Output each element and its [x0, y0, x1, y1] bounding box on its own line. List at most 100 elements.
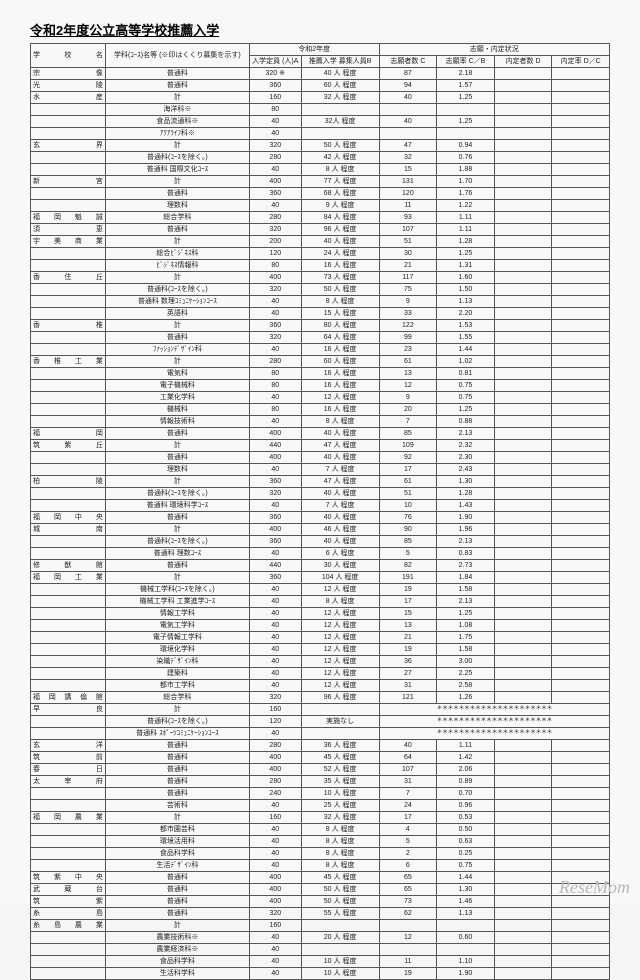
cell-school [31, 116, 106, 128]
cell-rate: 1.44 [437, 344, 495, 356]
cell-applicants: 93 [379, 212, 437, 224]
cell-school [31, 464, 106, 476]
cell-selrate [552, 908, 610, 920]
cell-rate: 1.58 [437, 584, 495, 596]
table-row: 香 住 丘計40073 人 程度1171.60 [31, 272, 610, 284]
cell-selrate [552, 248, 610, 260]
cell-course: 計 [105, 812, 249, 824]
cell-capacity: 40 [249, 836, 301, 848]
table-row: 普通科24010 人 程度70.70 [31, 788, 610, 800]
cell-selrate [552, 128, 610, 140]
cell-selrate [552, 476, 610, 488]
cell-selected [494, 860, 552, 872]
cell-rec: 15 人 程度 [301, 308, 379, 320]
cell-applicants: 85 [379, 536, 437, 548]
cell-selrate [552, 104, 610, 116]
cell-course: 食品科学科 [105, 956, 249, 968]
cell-stars: ＊＊＊＊＊＊＊＊＊＊＊＊＊＊＊＊＊＊＊＊＊ [379, 704, 609, 716]
table-row: 宇 美 商 業計20040 人 程度511.28 [31, 236, 610, 248]
cell-capacity: 280 [249, 740, 301, 752]
cell-rate: 1.25 [437, 404, 495, 416]
cell-school [31, 452, 106, 464]
table-row: 城 南計40046 人 程度901.96 [31, 524, 610, 536]
cell-school [31, 788, 106, 800]
cell-capacity: 280 [249, 776, 301, 788]
cell-rate: 2.13 [437, 536, 495, 548]
cell-rec: 45 人 程度 [301, 872, 379, 884]
cell-course: 普通科 [105, 776, 249, 788]
table-header: 学 校 名 学科(ｺｰｽ)名等 (※印はくくり募集を示す) 令和2年度 志願・内… [31, 44, 610, 68]
cell-capacity: 80 [249, 104, 301, 116]
table-row: 普通科(ｺｰｽを除く。)36040 人 程度852.13 [31, 536, 610, 548]
cell-selected [494, 488, 552, 500]
cell-selected [494, 584, 552, 596]
cell-capacity: 40 [249, 944, 301, 956]
cell-school [31, 416, 106, 428]
cell-rate: 3.00 [437, 656, 495, 668]
cell-rate: 1.08 [437, 620, 495, 632]
cell-school [31, 128, 106, 140]
table-row: 福 岡 講 倫 館総合学科32096 人 程度1211.26 [31, 692, 610, 704]
cell-rec: 50 人 程度 [301, 284, 379, 296]
cell-course: 計 [105, 92, 249, 104]
cell-school [31, 368, 106, 380]
cell-selected [494, 416, 552, 428]
cell-rate: 1.11 [437, 212, 495, 224]
cell-course: 計 [105, 356, 249, 368]
cell-capacity: 80 [249, 404, 301, 416]
table-row: 須 恵普通科32096 人 程度1071.11 [31, 224, 610, 236]
table-row: 福 岡普通科40040 人 程度852.13 [31, 428, 610, 440]
cell-rec: 16 人 程度 [301, 344, 379, 356]
cell-rec: 6 人 程度 [301, 548, 379, 560]
cell-selrate [552, 656, 610, 668]
cell-rate: 0.70 [437, 788, 495, 800]
cell-rate: 1.60 [437, 272, 495, 284]
cell-school: 筑 紫 [31, 896, 106, 908]
hdr-capacity: 入学定員 (人)A [249, 56, 301, 68]
cell-rec: 8 人 程度 [301, 836, 379, 848]
cell-applicants: 6 [379, 860, 437, 872]
cell-applicants: 92 [379, 452, 437, 464]
cell-rate: 1.76 [437, 188, 495, 200]
cell-rec: 12 人 程度 [301, 680, 379, 692]
cell-applicants: 32 [379, 152, 437, 164]
cell-capacity: 320 [249, 908, 301, 920]
cell-applicants: 94 [379, 80, 437, 92]
cell-selected [494, 464, 552, 476]
table-row: ｱｸｱﾗｲﾌ科※40 [31, 128, 610, 140]
cell-school [31, 656, 106, 668]
cell-applicants: 40 [379, 116, 437, 128]
cell-selected [494, 836, 552, 848]
cell-selrate [552, 80, 610, 92]
cell-capacity: 40 [249, 308, 301, 320]
cell-course: 普通科 [105, 896, 249, 908]
cell-rec: 50 人 程度 [301, 896, 379, 908]
cell-applicants: 75 [379, 284, 437, 296]
cell-rate: 1.31 [437, 260, 495, 272]
cell-school [31, 344, 106, 356]
cell-applicants: 27 [379, 668, 437, 680]
table-row: 情報技術科408 人 程度70.88 [31, 416, 610, 428]
cell-course: 普通科(ｺｰｽを除く。) [105, 536, 249, 548]
cell-selrate [552, 620, 610, 632]
table-row: 早 良計160＊＊＊＊＊＊＊＊＊＊＊＊＊＊＊＊＊＊＊＊＊ [31, 704, 610, 716]
cell-selrate [552, 272, 610, 284]
cell-rate: 2.30 [437, 452, 495, 464]
cell-capacity: 80 [249, 260, 301, 272]
cell-capacity: 320 [249, 224, 301, 236]
cell-capacity: 400 [249, 872, 301, 884]
cell-rate: 1.25 [437, 92, 495, 104]
cell-rec: 40 人 程度 [301, 536, 379, 548]
cell-selected [494, 572, 552, 584]
table-row: 普通科(ｺｰｽを除く。)32040 人 程度511.28 [31, 488, 610, 500]
cell-rec: 10 人 程度 [301, 788, 379, 800]
cell-rate: 1.25 [437, 248, 495, 260]
cell-school [31, 500, 106, 512]
cell-rec: 84 人 程度 [301, 212, 379, 224]
cell-rec: 46 人 程度 [301, 524, 379, 536]
cell-rate: 1.75 [437, 632, 495, 644]
cell-selected [494, 668, 552, 680]
cell-selrate [552, 740, 610, 752]
cell-rec: 12 人 程度 [301, 656, 379, 668]
cell-course: 機械科 [105, 404, 249, 416]
